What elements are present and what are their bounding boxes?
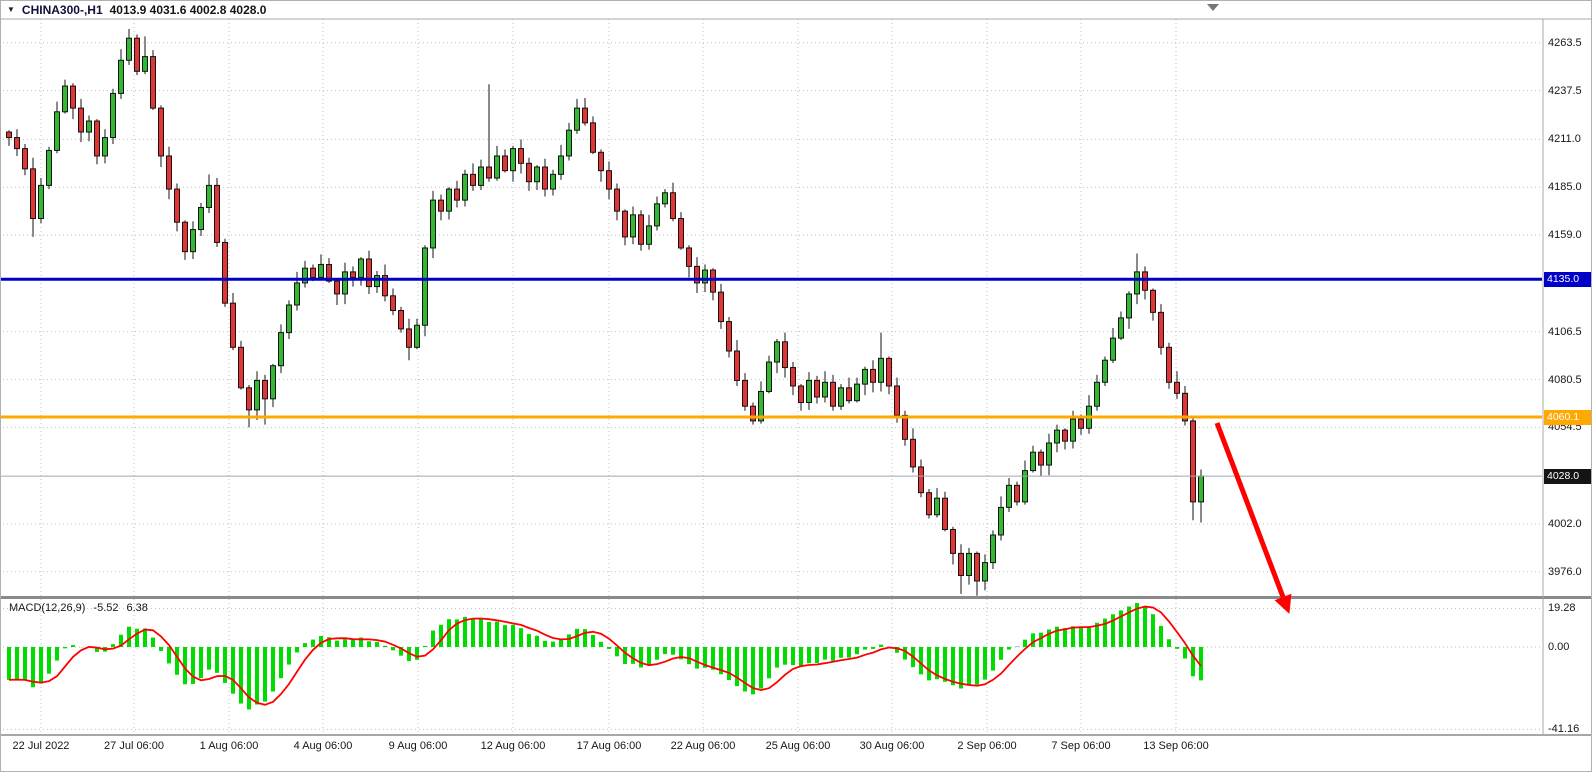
price-badge-resistance: 4135.0 <box>1544 271 1591 287</box>
time-tick-label: 4 Aug 06:00 <box>293 740 353 752</box>
time-tick-label: 30 Aug 06:00 <box>859 740 925 752</box>
price-tick-label: 4080.5 <box>1548 373 1582 386</box>
chart-shift-marker-icon[interactable] <box>1207 4 1219 11</box>
time-tick-label: 25 Aug 06:00 <box>765 740 831 752</box>
price-badge-last: 4028.0 <box>1544 468 1591 484</box>
chart-title: ▼ CHINA300-,H1 4013.9 4031.6 4002.8 4028… <box>7 3 266 17</box>
price-tick-label: 3976.0 <box>1548 565 1582 578</box>
price-tick-label: 4106.5 <box>1548 325 1582 338</box>
price-tick-label: 4211.0 <box>1548 133 1581 146</box>
macd-indicator-label: MACD(12,26,9) -5.52 6.38 <box>9 602 148 614</box>
time-tick-label: 12 Aug 06:00 <box>480 740 546 752</box>
time-tick-label: 27 Jul 06:00 <box>104 740 164 752</box>
macd-histogram <box>7 603 1203 710</box>
symbol-label: CHINA300-,H1 <box>21 3 103 17</box>
symbol-dropdown-icon[interactable]: ▼ <box>7 4 15 14</box>
price-tick-label: 4159.0 <box>1548 229 1582 242</box>
macd-name: MACD(12,26,9) <box>9 602 86 614</box>
macd-signal-line <box>8 605 1202 706</box>
macd-main-value: -5.52 <box>93 602 119 614</box>
time-tick-label: 9 Aug 06:00 <box>388 740 448 752</box>
price-badge-support: 4060.1 <box>1544 409 1591 425</box>
time-tick-label: 13 Sep 06:00 <box>1143 740 1209 752</box>
time-tick-label: 7 Sep 06:00 <box>1051 740 1111 752</box>
time-tick-label: 1 Aug 06:00 <box>199 740 259 752</box>
time-tick-label: 17 Aug 06:00 <box>576 740 642 752</box>
time-tick-label: 22 Aug 06:00 <box>670 740 736 752</box>
candlestick-series <box>6 29 1204 596</box>
macd-tick-label: 19.28 <box>1548 602 1576 615</box>
trend-arrow[interactable] <box>1214 422 1292 614</box>
price-tick-label: 4002.0 <box>1548 517 1582 530</box>
price-tick-label: 4237.5 <box>1548 84 1582 97</box>
price-tick-label: 4263.5 <box>1548 36 1582 49</box>
time-tick-label: 2 Sep 06:00 <box>957 740 1017 752</box>
gridlines <box>3 19 1542 735</box>
ohlc-readout: 4013.9 4031.6 4002.8 4028.0 <box>109 3 267 17</box>
panel-divider[interactable] <box>1 596 1592 599</box>
macd-tick-label: -41.16 <box>1548 723 1580 736</box>
macd-signal-value: 6.38 <box>126 602 148 614</box>
price-tick-label: 4185.0 <box>1548 181 1582 194</box>
macd-tick-label: 0.00 <box>1548 641 1570 653</box>
time-tick-label: 22 Jul 2022 <box>12 740 70 752</box>
